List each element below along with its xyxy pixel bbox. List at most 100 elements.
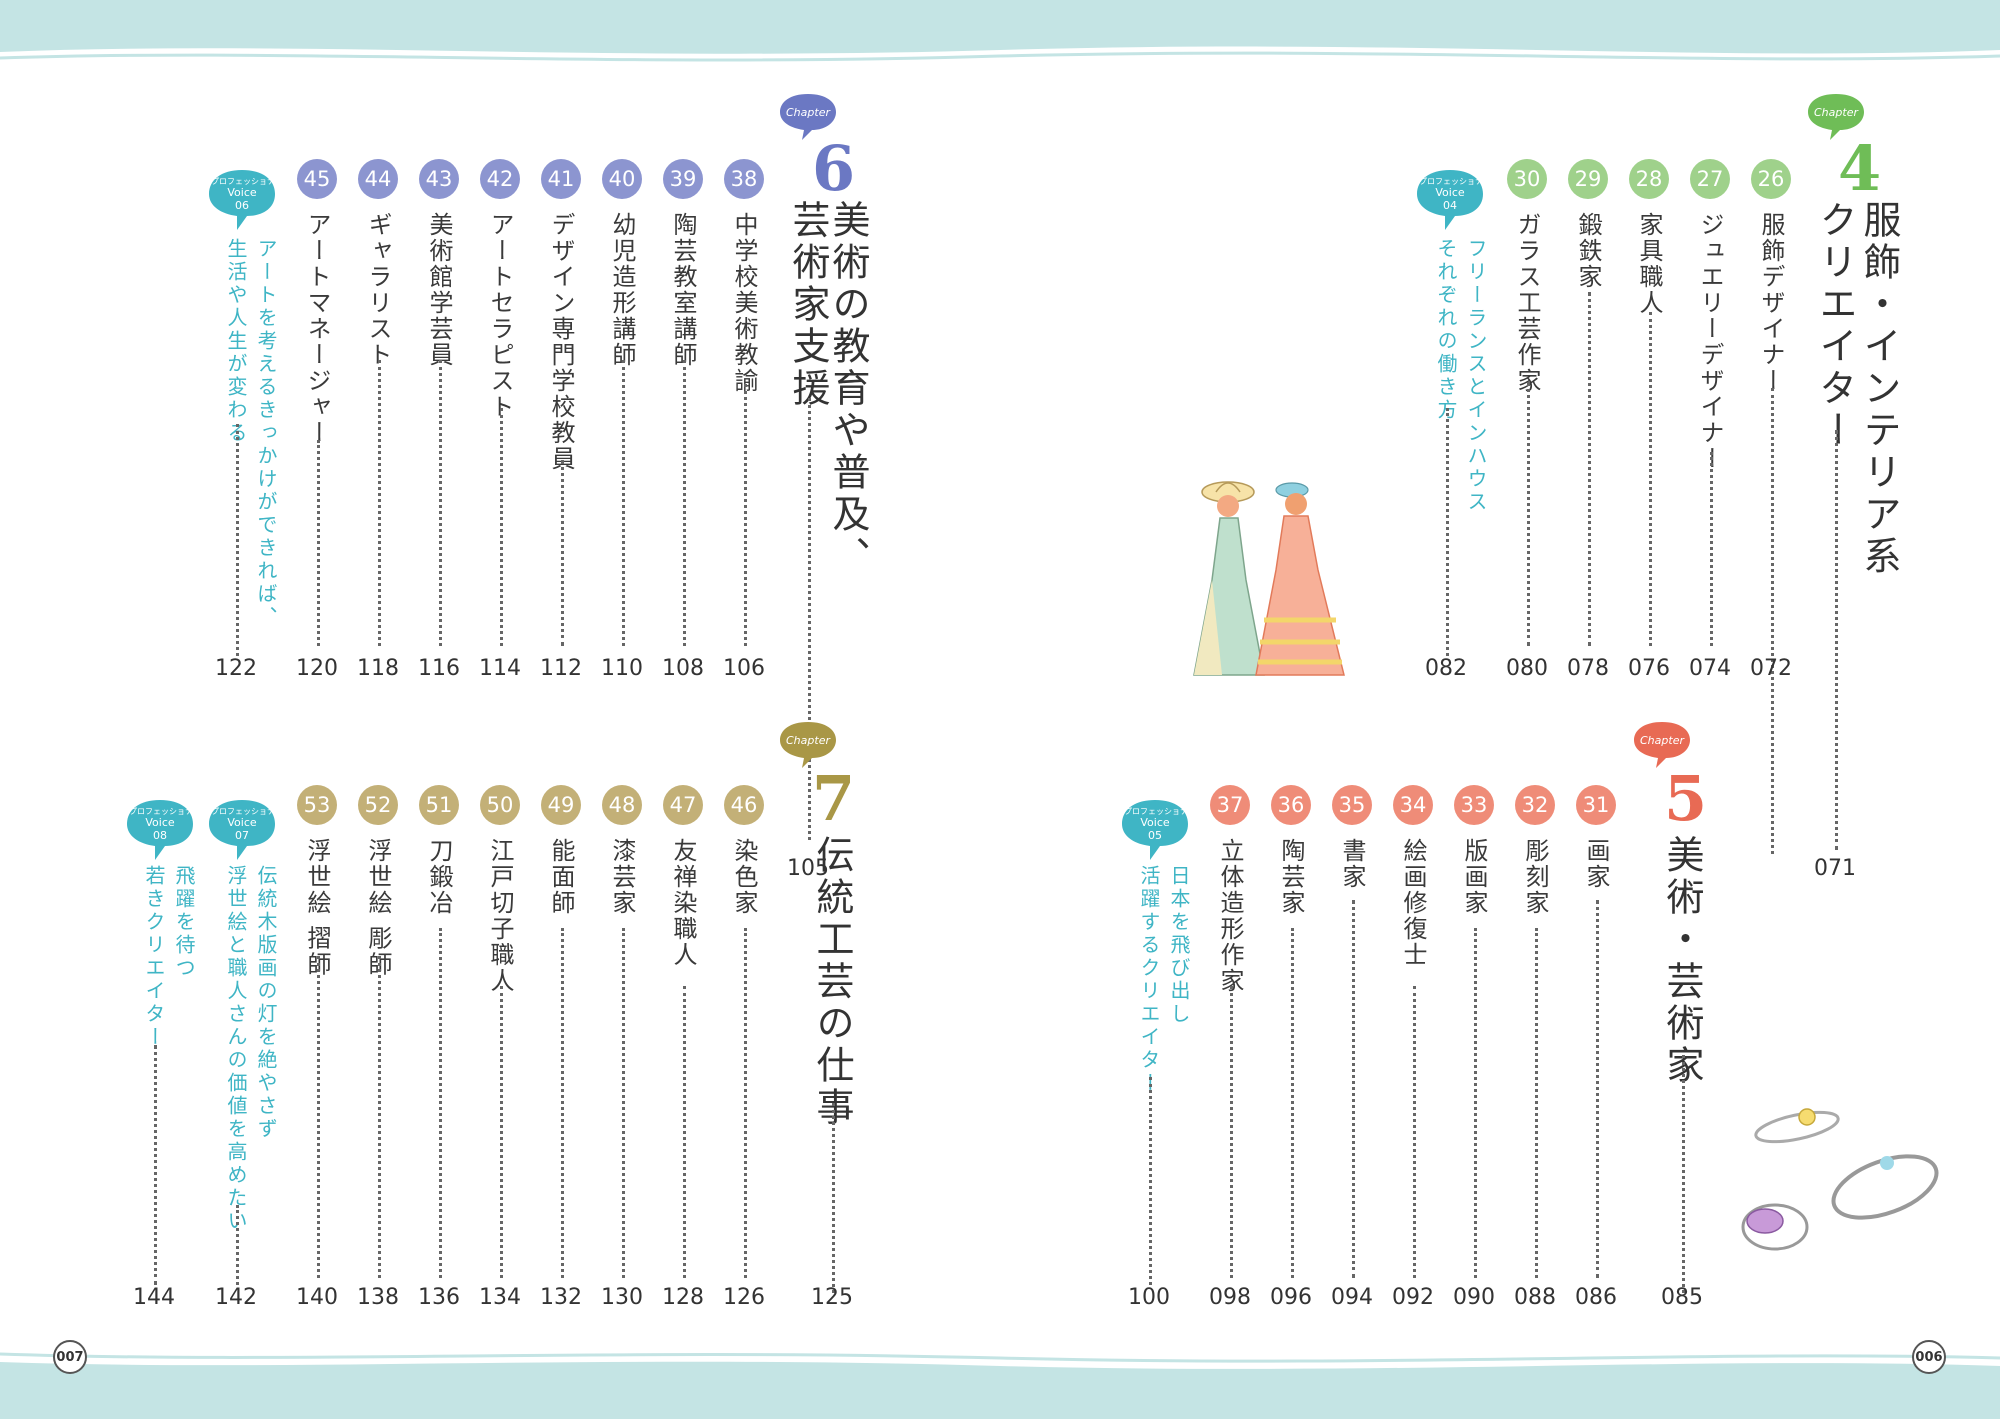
toc-entry[interactable]: ジュエリーデザイナー 074	[1684, 212, 1736, 681]
toc-entry[interactable]: 幼児造形講師 110	[596, 212, 648, 681]
toc-entry[interactable]: アートマネージャー 120	[291, 212, 343, 681]
voice-entry[interactable]: それぞれの働き方 082	[1420, 238, 1472, 681]
chapter-title-entry[interactable]: 伝統工芸の仕事 125	[806, 835, 858, 1315]
toc-entry[interactable]: ガラス工芸作家 080	[1501, 212, 1553, 681]
entry-title: アートマネージャー	[303, 212, 331, 446]
toc-entry[interactable]: 絵画修復士 092	[1387, 838, 1439, 1310]
voice-badge: プロフェッショナル Voice 07	[207, 798, 283, 862]
top-wave-band	[0, 0, 2000, 62]
voice-number: 06	[235, 199, 249, 212]
entry-title: 陶芸家	[1277, 838, 1305, 916]
entry-title: 浮世絵 摺師	[303, 838, 331, 978]
toc-entry[interactable]: 版画家 090	[1448, 838, 1500, 1310]
entry-title: 刀鍛冶	[425, 838, 453, 916]
voice-number: 08	[153, 829, 167, 842]
item-number-badge: 53	[297, 785, 337, 825]
toc-entry[interactable]: 立体造形作家 098	[1204, 838, 1256, 1310]
chapter-title: 美術の教育や普及、	[822, 200, 874, 582]
page-ref: 085	[1661, 1285, 1703, 1310]
toc-entry[interactable]: 友禅染職人 128	[657, 838, 709, 1310]
voice-entry[interactable]: 浮世絵と職人さんの価値を高めたい 142	[210, 865, 262, 1310]
leader-dots	[236, 424, 239, 656]
leader-dots	[1682, 1055, 1685, 1293]
page-ref: 132	[540, 1285, 582, 1310]
toc-entry[interactable]: 美術館学芸員 116	[413, 212, 465, 681]
toc-entry[interactable]: 江戸切子職人 134	[474, 838, 526, 1310]
toc-entry[interactable]: 画家 086	[1570, 838, 1622, 1310]
toc-entry[interactable]: 漆芸家 130	[596, 838, 648, 1310]
voice-title-line[interactable]: 日本を飛び出し	[1153, 865, 1205, 1030]
leader-dots	[1535, 928, 1538, 1278]
page-ref: 082	[1425, 656, 1467, 681]
item-number-badge: 29	[1568, 159, 1608, 199]
toc-entry[interactable]: 中学校美術教諭 106	[718, 212, 770, 681]
toc-entry[interactable]: 浮世絵 彫師 138	[352, 838, 404, 1310]
page-ref: 116	[418, 656, 460, 681]
chapter-title-line: 芸術家支援	[786, 200, 830, 410]
leader-dots	[744, 928, 747, 1278]
chapter-badge: Chapter	[1632, 720, 1692, 774]
page-ref: 086	[1575, 1285, 1617, 1310]
bottom-wave-band	[0, 1352, 2000, 1419]
item-number-badge: 27	[1690, 159, 1730, 199]
voice-title-line[interactable]: 伝統木版画の灯を絶やさず	[240, 865, 292, 1145]
page-ref: 128	[662, 1285, 704, 1310]
voice-entry[interactable]: 生活や人生が変わる 122	[210, 238, 262, 681]
entry-title: 書家	[1338, 838, 1366, 890]
leader-dots	[1230, 986, 1233, 1278]
chapter-title-line: 美術の教育や普及、	[826, 200, 870, 578]
leader-dots	[1835, 430, 1838, 850]
entry-title: ジュエリーデザイナー	[1696, 212, 1724, 472]
entry-title: 浮世絵 彫師	[364, 838, 392, 978]
item-number-badge: 40	[602, 159, 642, 199]
toc-entry[interactable]: 鍛鉄家 078	[1562, 212, 1614, 681]
page-ref: 088	[1514, 1285, 1556, 1310]
page-ref: 126	[723, 1285, 765, 1310]
page-ref: 140	[296, 1285, 338, 1310]
voice-title-line[interactable]: アートを考えるきっかけができれば、	[240, 238, 292, 633]
leader-dots	[1596, 900, 1599, 1278]
toc-entry[interactable]: アートセラピスト 114	[474, 212, 526, 681]
chapter-number: 6	[812, 132, 856, 205]
toc-entry[interactable]: ギャラリスト 118	[352, 212, 404, 681]
chapter-title-entry[interactable]: 美術・芸術家 085	[1656, 835, 1708, 1315]
item-number-badge: 49	[541, 785, 581, 825]
toc-entry[interactable]: 能面師 132	[535, 838, 587, 1310]
voice-title-line[interactable]: フリーランスとインハウス	[1450, 238, 1502, 518]
voice-title-text: 伝統木版画の灯を絶やさず	[254, 865, 278, 1141]
voice-number: 05	[1148, 829, 1162, 842]
chapter-title-entry[interactable]: 芸術家支援 105	[782, 200, 834, 881]
toc-entry[interactable]: 陶芸家 096	[1265, 838, 1317, 1310]
item-number-badge: 45	[297, 159, 337, 199]
entry-title: 家具職人	[1635, 212, 1663, 316]
page-ref: 118	[357, 656, 399, 681]
voice-label: プロフェッショナル	[211, 177, 283, 186]
voice-entry[interactable]: 若きクリエイター 144	[128, 865, 180, 1310]
toc-entry[interactable]: 家具職人 076	[1623, 212, 1675, 681]
toc-entry[interactable]: 陶芸教室講師 108	[657, 212, 709, 681]
item-number-badge: 52	[358, 785, 398, 825]
page-ref: 122	[215, 656, 257, 681]
leader-dots	[236, 1205, 239, 1285]
leader-dots	[622, 360, 625, 646]
chapter-title-entry: クリエイター 071	[1809, 200, 1861, 881]
voice-entry[interactable]: 活躍するクリエイター 100	[1123, 865, 1175, 1310]
toc-entry[interactable]: 染色家 126	[718, 838, 770, 1310]
entry-title: 友禅染職人	[669, 838, 697, 968]
page-ref: 110	[601, 656, 643, 681]
leader-dots	[1527, 382, 1530, 646]
toc-entry[interactable]: 服飾デザイナー 072	[1745, 212, 1797, 854]
toc-entry[interactable]: 彫刻家 088	[1509, 838, 1561, 1310]
entry-title: 染色家	[730, 838, 758, 916]
entry-title: ギャラリスト	[364, 212, 392, 368]
voice-title-line[interactable]: 飛躍を待つ	[158, 865, 210, 984]
voice-title-text: 生活や人生が変わる	[224, 238, 248, 445]
toc-entry[interactable]: 書家 094	[1326, 838, 1378, 1310]
leader-dots	[1771, 388, 1774, 854]
toc-entry[interactable]: デザイン専門学校教員 112	[535, 212, 587, 681]
item-number-badge: 35	[1332, 785, 1372, 825]
toc-entry[interactable]: 刀鍛冶 136	[413, 838, 465, 1310]
toc-entry[interactable]: 浮世絵 摺師 140	[291, 838, 343, 1310]
voice-word: Voice	[1140, 816, 1170, 829]
entry-title: 版画家	[1460, 838, 1488, 916]
